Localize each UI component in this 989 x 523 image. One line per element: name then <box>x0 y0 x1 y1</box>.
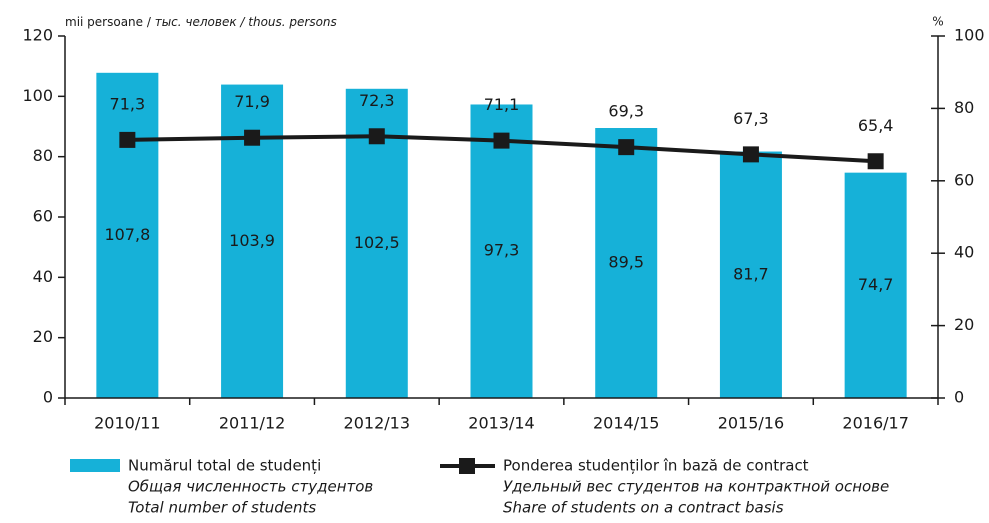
y2-tick-label: 20 <box>954 315 974 334</box>
line-value-label: 65,4 <box>858 116 894 135</box>
bar-value-label: 107,8 <box>104 225 150 244</box>
line-value-label: 69,3 <box>608 102 644 121</box>
bar-value-label: 89,5 <box>608 253 644 272</box>
bar-value-label: 97,3 <box>484 241 520 260</box>
legend-sublabel: Total number of students <box>128 499 316 517</box>
legend-label: Ponderea studenților în bază de contract <box>503 457 809 475</box>
bar <box>96 72 159 398</box>
legend-sublabel: Удельный вес студентов на контрактной ос… <box>503 478 889 496</box>
bar <box>470 104 533 398</box>
y-tick-label: 20 <box>33 327 53 346</box>
line-marker <box>119 131 136 148</box>
line-value-label: 67,3 <box>733 109 769 128</box>
bar-value-label: 102,5 <box>354 233 400 252</box>
line-marker <box>368 128 385 145</box>
line-value-label: 71,3 <box>110 94 146 113</box>
legend-swatch <box>459 458 475 474</box>
y-tick-label: 40 <box>33 267 53 286</box>
y-tick-label: 120 <box>22 26 53 45</box>
x-tick-label: 2016/17 <box>842 414 908 433</box>
x-tick-label: 2014/15 <box>593 414 659 433</box>
bar-value-label: 74,7 <box>858 275 894 294</box>
bar <box>595 128 658 398</box>
line-marker <box>618 139 635 156</box>
y-tick-label: 100 <box>22 86 53 105</box>
line-value-label: 71,1 <box>484 95 520 114</box>
y2-tick-label: 80 <box>954 98 974 117</box>
legend-sublabel: Общая численность студентов <box>128 478 373 496</box>
y2-tick-label: 40 <box>954 243 974 262</box>
x-tick-label: 2013/14 <box>468 414 534 433</box>
y-tick-label: 0 <box>43 388 53 407</box>
line-marker <box>742 146 759 163</box>
y-tick-label: 60 <box>33 207 53 226</box>
legend-swatch <box>70 459 120 472</box>
y-axis-label-part: mii persoane / <box>65 15 155 29</box>
line-marker <box>244 129 261 146</box>
legend-label: Numărul total de studenți <box>128 457 321 475</box>
y2-axis-label: % <box>932 15 943 29</box>
x-tick-label: 2012/13 <box>344 414 410 433</box>
y2-tick-label: 100 <box>954 26 985 45</box>
y-axis-label: mii persoane / тыс. человек / thous. per… <box>65 15 337 29</box>
legend-sublabel: Share of students on a contract basis <box>503 499 784 517</box>
line-value-label: 71,9 <box>234 92 270 111</box>
y-axis-label-part: тыс. человек / thous. persons <box>155 15 337 29</box>
y2-tick-label: 60 <box>954 170 974 189</box>
bar <box>719 151 782 398</box>
y2-tick-label: 0 <box>954 388 964 407</box>
line-marker <box>493 132 510 149</box>
x-tick-label: 2011/12 <box>219 414 285 433</box>
x-tick-label: 2015/16 <box>718 414 784 433</box>
bar-value-label: 103,9 <box>229 231 275 250</box>
bar <box>844 172 907 398</box>
y-tick-label: 80 <box>33 146 53 165</box>
line-value-label: 72,3 <box>359 91 395 110</box>
bar-value-label: 81,7 <box>733 264 769 283</box>
line-marker <box>867 153 884 170</box>
x-tick-label: 2010/11 <box>94 414 160 433</box>
